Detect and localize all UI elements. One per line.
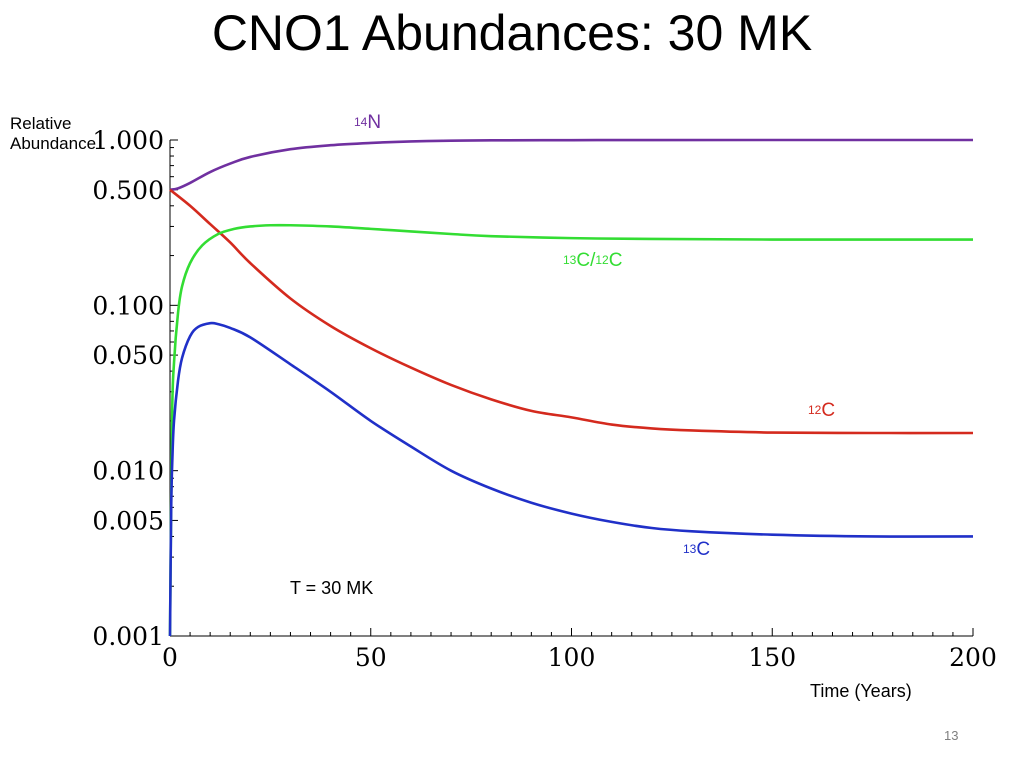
series-label-ratio-den-mass: 12: [595, 253, 609, 267]
series-label-13c-mass: 13: [683, 542, 697, 556]
y-tick-label: 0.005: [92, 506, 164, 535]
series-line-14n: [169, 138, 974, 192]
y-tick-label: 0.001: [92, 622, 164, 651]
series-label-14n-symbol: N: [367, 112, 382, 133]
x-tick-label: 150: [748, 643, 796, 672]
series-label-ratio-den-symbol: C: [608, 250, 623, 271]
series-label-13c: 13C: [683, 539, 710, 561]
series-label-12c-symbol: C: [821, 400, 836, 421]
slide-title: CNO1 Abundances: 30 MK: [211, 5, 813, 61]
series-label-13c-12c: 13C/12C: [563, 250, 623, 271]
x-axis-label: Time (Years): [810, 681, 912, 701]
series-line-13c-12c: [168, 223, 974, 637]
x-tick-label: 100: [548, 643, 596, 672]
y-tick-label: 0.500: [92, 176, 164, 205]
y-tick-label: 1.000: [92, 126, 164, 155]
series-label-14n: 14N: [354, 112, 381, 134]
temperature-annotation: T = 30 MK: [290, 578, 374, 598]
slide-number: 13: [944, 728, 959, 743]
series-label-ratio-num-symbol: C: [576, 250, 591, 271]
series-label-13c-symbol: C: [696, 539, 711, 560]
series-line-13c: [168, 321, 974, 637]
series-label-ratio-num-mass: 13: [563, 253, 577, 267]
series-label-14n-mass: 14: [354, 115, 368, 129]
series-label-12c: 12C: [808, 400, 835, 422]
x-tick-label: 0: [162, 643, 178, 672]
series-line-12c: [169, 188, 974, 435]
x-tick-label: 200: [949, 643, 997, 672]
x-tick-label: 50: [355, 643, 387, 672]
y-tick-label: 0.010: [92, 457, 164, 486]
y-tick-label: 0.050: [92, 341, 164, 370]
series-label-12c-mass: 12: [808, 403, 822, 417]
y-tick-label: 0.100: [92, 291, 164, 320]
y-axis-label-line-1: Relative: [10, 114, 72, 133]
